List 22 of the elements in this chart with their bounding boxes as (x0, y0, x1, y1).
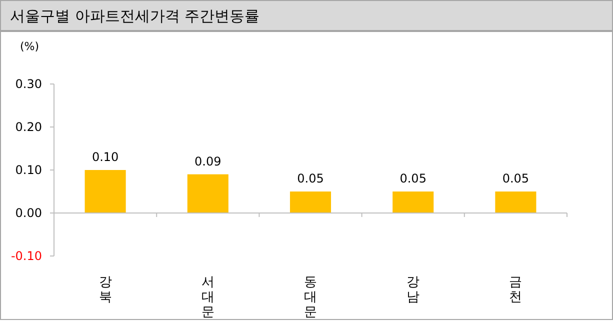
bar (84, 170, 126, 213)
data-label: 0.09 (194, 154, 222, 168)
y-tick-label: 0.20 (15, 120, 42, 134)
data-label: 0.05 (297, 172, 324, 186)
x-tick-label: 강남 (406, 275, 420, 305)
y-tick-label: 0.30 (15, 77, 42, 91)
data-label: 0.05 (502, 172, 530, 186)
x-tick-label: 동대문 (304, 275, 317, 320)
y-tick-label: 0.10 (15, 163, 42, 177)
bar (495, 192, 536, 213)
bar (392, 192, 434, 213)
y-axis-title: (%) (20, 40, 40, 53)
data-label: 0.05 (400, 172, 426, 186)
bar (187, 174, 228, 213)
x-tick-label: 서대문 (201, 275, 214, 320)
data-label: 0.10 (92, 150, 119, 164)
chart-title: 서울구별 아파트전세가격 주간변동률 (10, 7, 260, 25)
x-tick-label: 강북 (98, 275, 112, 305)
bar (290, 192, 332, 213)
y-tick-label: 0.00 (15, 206, 42, 220)
y-tick-label: -0.10 (10, 249, 42, 263)
x-tick-label: 금천 (509, 275, 522, 305)
